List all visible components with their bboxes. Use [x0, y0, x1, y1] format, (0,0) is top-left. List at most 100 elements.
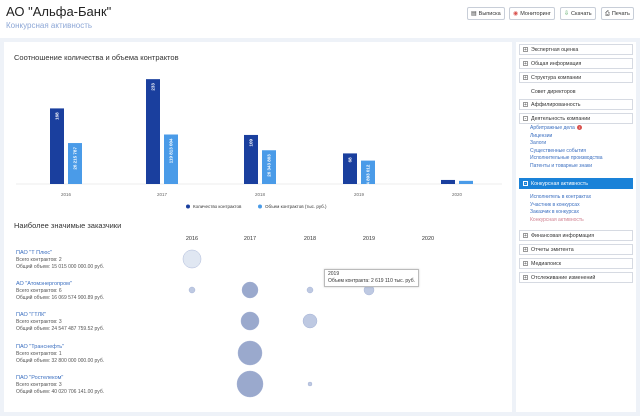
sidebar-section-label: Финансовая информация [531, 232, 595, 239]
sidebar-section-label: Аффилированность [531, 101, 581, 108]
customer-meta: Всего контрактов: 3 Общий объем: 40 020 7… [16, 382, 104, 396]
customers-title: Наиболее значимые заказчики [14, 221, 122, 230]
expand-icon[interactable]: + [523, 75, 528, 81]
x-tick-2018: 2018 [255, 192, 266, 197]
sidebar-link[interactable]: Заказчик в конкурсах [530, 209, 579, 215]
sidebar-link-label: Конкурсная активность [530, 216, 584, 223]
customer-volume: Общий объем: 15 015 000 000.00 руб. [16, 264, 105, 270]
bar-label-count-2018: 109 [249, 138, 254, 146]
customer-volume: Общий объем: 32 800 000 000.00 руб. [16, 358, 105, 364]
sidebar-link-label: Арбитражные дела [530, 125, 575, 131]
sidebar-section[interactable]: + Общая информация [519, 58, 633, 69]
customer-volume: Общий объем: 24 547 487 759.52 руб. [16, 326, 105, 332]
sidebar-link-label: Существенные события [530, 147, 586, 154]
sidebar-section[interactable]: + Отслеживание изменений [519, 272, 633, 283]
customer-name-link[interactable]: АО "Атомэнергопром" [16, 281, 72, 287]
download-button[interactable]: ⇩ Скачать [560, 7, 596, 20]
customer-count: Всего контрактов: 3 [16, 382, 62, 388]
bubble-1-2016[interactable] [188, 286, 196, 294]
sidebar-link[interactable]: Участник в конкурсах [530, 202, 580, 208]
customer-count: Всего контрактов: 3 [16, 319, 62, 325]
customer-meta: Всего контрактов: 3 Общий объем: 24 547 4… [16, 319, 104, 333]
customer-meta: Всего контрактов: 1 Общий объем: 32 800 0… [16, 351, 104, 365]
year-header-2019: 2019 [362, 236, 376, 242]
legend-label-0: Количество контрактов [193, 204, 242, 209]
year-header-2020: 2020 [421, 236, 435, 242]
bar-count-2017[interactable] [146, 79, 160, 184]
sidebar-section-label: Деятельность компании [531, 115, 591, 122]
bar-volume-2018[interactable] [262, 150, 276, 184]
print-button[interactable]: ⎙ Печать [601, 7, 634, 20]
x-tick-2020: 2020 [452, 192, 463, 197]
sidebar-section[interactable]: + Аффилированность [519, 99, 633, 110]
sidebar-link[interactable]: Лицензии [530, 133, 552, 139]
sidebar-section-label: Медиапоиск [531, 260, 562, 267]
bar-count-2019[interactable] [343, 153, 357, 184]
bar-volume-2020[interactable] [459, 180, 473, 184]
sidebar-link[interactable]: Исполнительные производства [530, 155, 603, 161]
bar-volume-2017[interactable] [164, 134, 178, 185]
expand-icon[interactable]: + [523, 275, 528, 281]
expand-icon[interactable]: + [523, 47, 528, 53]
customer-count: Всего контрактов: 1 [16, 351, 62, 357]
sidebar-section-label: Совет директоров [531, 88, 576, 95]
legend-marker-0 [186, 204, 190, 209]
customer-name-link[interactable]: ПАО "Ростелеком" [16, 375, 64, 381]
sidebar-link[interactable]: Патенты и товарные знаки [530, 163, 592, 169]
sidebar-link[interactable]: Исполнитель в контрактах [530, 194, 591, 200]
collapse-icon[interactable]: - [523, 181, 528, 187]
bubble-2-2018[interactable] [302, 313, 318, 329]
sidebar-section-label: Отслеживание изменений [531, 274, 596, 281]
legend-label-1: Объем контрактов (тыс. руб.) [265, 204, 327, 209]
bar-label-volume-2017: 119 813 004 [169, 138, 174, 163]
bubble-1-2017[interactable] [241, 281, 259, 299]
sidebar-link[interactable]: Конкурсная активность [530, 217, 584, 223]
company-title: АО "Альфа-Банк" [6, 4, 112, 19]
bubble-4-2018[interactable] [307, 381, 313, 387]
expand-icon[interactable]: + [523, 261, 528, 267]
bubble-1-2018[interactable] [306, 286, 314, 294]
customer-name-link[interactable]: ПАО "Т Плюс" [16, 250, 53, 256]
sidebar-link-label: Патенты и товарные знаки [530, 162, 593, 169]
customer-meta: Всего контрактов: 2 Общий объем: 15 015 0… [16, 257, 104, 271]
bubble-chart [182, 249, 375, 398]
monitoring-button[interactable]: ◉ Мониторинг [509, 7, 555, 20]
sidebar-section[interactable]: + Финансовая информация [519, 230, 633, 241]
bar-count-2016[interactable] [50, 108, 64, 184]
sidebar-link[interactable]: Существенные события [530, 148, 586, 154]
eye-icon: ◉ [513, 10, 519, 17]
expand-icon[interactable]: + [523, 247, 528, 253]
x-tick-2019: 2019 [354, 192, 365, 197]
sidebar-section-label: Конкурсная активность [531, 180, 588, 187]
expand-icon[interactable]: + [523, 233, 528, 239]
expand-icon[interactable]: + [523, 61, 528, 67]
bar-volume-2019[interactable] [361, 160, 375, 184]
sidebar-section[interactable]: Совет директоров [519, 86, 633, 97]
sidebar-link[interactable]: Арбитражные дела! [530, 125, 582, 131]
sidebar-link-label: Заказчик в конкурсах [530, 209, 580, 215]
customer-name-link[interactable]: ПАО "Транснефть" [16, 344, 65, 350]
bubble-2-2017[interactable] [240, 311, 260, 331]
collapse-icon[interactable]: - [523, 116, 528, 122]
x-tick-2016: 2016 [61, 192, 72, 197]
customer-name-link[interactable]: ПАО "ГТЛК" [16, 312, 47, 318]
bar-count-2020[interactable] [441, 179, 455, 184]
bar-volume-2016[interactable] [68, 143, 82, 184]
bubble-0-2016[interactable] [182, 249, 202, 269]
sidebar-link[interactable]: Залоги [530, 140, 546, 146]
sidebar-section[interactable]: + Экспертная оценка [519, 44, 633, 55]
bar-label-volume-2018: 26 343 803 [267, 154, 272, 177]
sidebar-section[interactable]: + Медиапоиск [519, 258, 633, 269]
sidebar-section[interactable]: + Отчеты эмитента [519, 244, 633, 255]
bar-count-2018[interactable] [244, 134, 258, 184]
bar-label-count-2019: 68 [348, 157, 353, 163]
sidebar-section[interactable]: + Структура компании [519, 72, 633, 83]
main-panel: Соотношение количества и объема контракт… [4, 42, 512, 412]
bubble-3-2017[interactable] [237, 340, 263, 366]
sidebar-section[interactable]: - Деятельность компании [519, 113, 633, 124]
expand-icon[interactable]: + [523, 102, 528, 108]
sidebar-section[interactable]: - Конкурсная активность [519, 178, 633, 189]
extract-button[interactable]: ▤ Выписка [467, 7, 505, 20]
sidebar-link-label: Участник в конкурсах [530, 201, 580, 208]
bubble-4-2017[interactable] [236, 370, 264, 398]
